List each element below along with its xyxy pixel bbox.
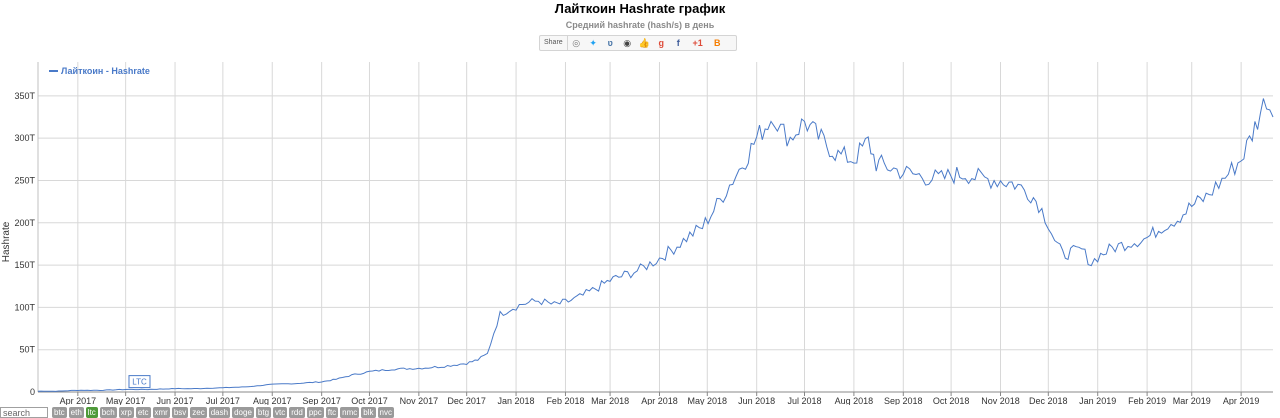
x-tick-label: Jan 2018 [498,396,535,405]
coin-tag-blk[interactable]: blk [361,407,376,418]
search-input[interactable]: search [0,407,48,418]
series-layer [37,98,1274,392]
coin-tag-eth[interactable]: eth [68,407,84,418]
google-plus-one-icon[interactable]: +1 [692,37,703,48]
legend-label[interactable]: Лайткоин - Hashrate [61,66,150,76]
y-tick-label: 300T [14,133,35,143]
x-tick-label: Jun 2018 [738,396,775,405]
annotation-label: LTC [132,378,147,387]
coin-tag-bch[interactable]: bch [99,407,117,418]
coin-tag-nvc[interactable]: nvc [377,407,394,418]
annotation-flag [128,375,151,389]
y-tick-label: 250T [14,175,35,185]
share-label: Share [540,36,568,50]
y-axis-label: Hashrate [1,221,12,262]
x-tick-label: Oct 2018 [933,396,970,405]
x-tick-label: May 2018 [688,396,728,405]
chart-subtitle: Средний hashrate (hash/s) в день [565,20,715,30]
reddit-icon[interactable]: ◎ [572,37,581,48]
x-tick-label: Sep 2018 [884,396,923,405]
annotations: LTC [128,375,151,389]
x-tick-label: Jul 2017 [206,396,240,405]
axes: 0 50T 100T 150T 200T 250T 300T 350T Apr 2017 May … [1,62,1273,405]
x-tick-label: Aug 2018 [835,396,874,405]
y-tick-label: 100T [14,302,35,312]
x-tick-label: Oct 2017 [351,396,388,405]
coin-tag-dash[interactable]: dash [208,407,231,418]
x-tick-label: Jan 2019 [1079,396,1116,405]
x-tick-label: May 2017 [106,396,146,405]
coin-tag-doge[interactable]: doge [232,407,254,418]
x-tick-label: Apr 2018 [641,396,678,405]
x-tick-label: Jul 2018 [787,396,821,405]
coin-tag-etc[interactable]: etc [135,407,151,418]
x-tick-label: Nov 2017 [400,396,439,405]
coin-tag-zec[interactable]: zec [190,407,207,418]
coin-tag-list: btc eth ltc bch xrp etc xmr bsv zec dash doge btg vt… [52,407,394,418]
y-tick-label: 150T [14,260,35,270]
x-tick-label: Apr 2019 [1223,396,1260,405]
hashrate-chart: 0 50T 100T 150T 200T 250T 300T 350T Apr 2017 May … [1,62,1274,405]
coin-tag-ftc[interactable]: ftc [325,407,339,418]
y-tick-label: 350T [14,91,35,101]
series-line-hashrate [37,98,1274,392]
weibo-icon[interactable]: ◉ [623,37,632,48]
x-tick-label: Feb 2019 [1128,396,1166,405]
x-tick-label: Apr 2017 [60,396,97,405]
x-tick-label: Nov 2018 [981,396,1020,405]
y-tick-label: 50T [19,345,35,355]
twitter-icon[interactable]: ✦ [589,37,597,48]
vk-icon[interactable]: ʋ [607,37,613,48]
facebook-icon[interactable]: f [676,37,680,48]
grid [38,62,1273,393]
chart-title: Лайткоин Hashrate график [554,1,726,16]
coin-tag-bsv[interactable]: bsv [171,407,189,418]
legend[interactable]: Лайткоин - Hashrate [49,66,150,76]
coin-tag-xmr[interactable]: xmr [152,407,170,418]
x-tick-label: Mar 2018 [591,396,629,405]
x-tick-label: Mar 2019 [1173,396,1211,405]
coin-tag-ppc[interactable]: ppc [306,407,324,418]
like-icon[interactable]: 👍 [638,37,650,48]
blogger-icon[interactable]: B [713,37,721,48]
x-tick-label: Dec 2018 [1029,396,1068,405]
coin-tag-rdd[interactable]: rdd [289,407,305,418]
coin-tag-nmc[interactable]: nmc [340,407,360,418]
x-tick-label: Sep 2017 [302,396,341,405]
coin-tag-btg[interactable]: btg [255,407,272,418]
x-tick-label: Dec 2017 [447,396,486,405]
share-bar: Share ◎ ✦ ʋ ◉ 👍 g f +1 B [539,35,737,51]
y-tick-label: 0 [30,387,35,397]
x-tick-label: Aug 2017 [253,396,292,405]
x-tick-label: Jun 2017 [157,396,194,405]
coin-tag-btc[interactable]: btc [52,407,67,418]
google-plus-icon[interactable]: g [658,37,664,48]
x-tick-label: Feb 2018 [546,396,584,405]
coin-tag-ltc[interactable]: ltc [85,407,98,418]
coin-tag-vtc[interactable]: vtc [273,407,288,418]
y-tick-label: 200T [14,218,35,228]
coin-tag-xrp[interactable]: xrp [118,407,134,418]
